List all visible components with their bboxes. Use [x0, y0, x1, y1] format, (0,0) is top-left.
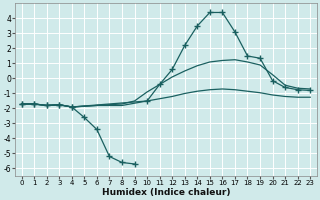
X-axis label: Humidex (Indice chaleur): Humidex (Indice chaleur) — [102, 188, 230, 197]
